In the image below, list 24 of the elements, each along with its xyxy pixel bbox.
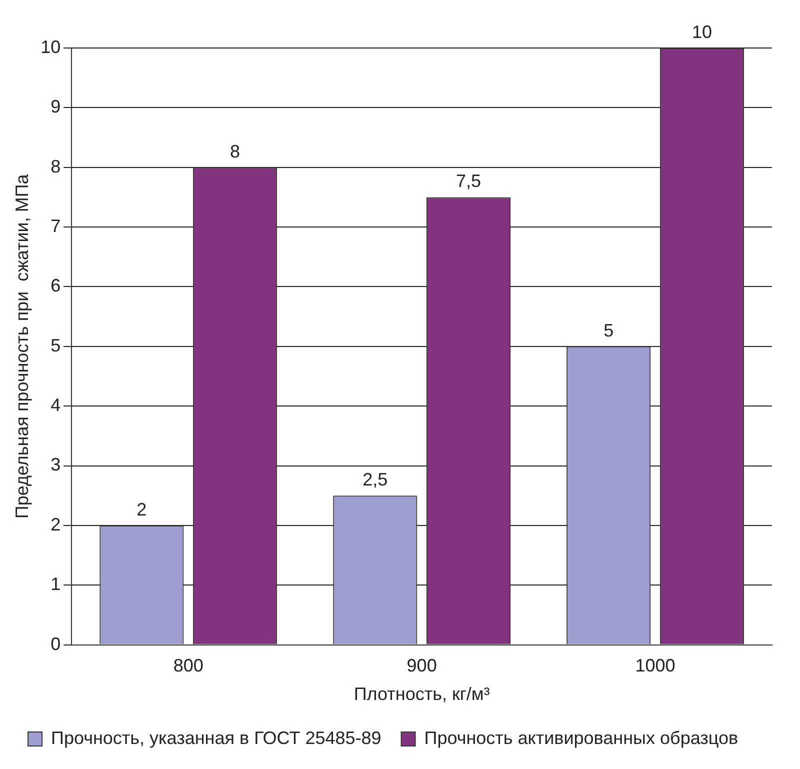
x-axis-title: Плотность, кг/м³ <box>354 684 490 704</box>
y-tick-label: 2 <box>50 514 61 534</box>
data-label: 2 <box>136 499 147 520</box>
y-tick-label: 3 <box>50 454 61 475</box>
legend-label: Прочность активированных образцов <box>424 728 738 748</box>
y-tick-label: 5 <box>50 335 61 356</box>
data-label: 10 <box>692 22 712 42</box>
y-tick-label: 4 <box>50 395 61 416</box>
legend-label: Прочность, указанная в ГОСТ 25485-89 <box>51 728 382 748</box>
y-axis-title: Предельная прочность при сжатии, МПа <box>12 173 32 519</box>
data-label: 2,5 <box>362 470 388 490</box>
y-tick-label: 9 <box>50 96 61 117</box>
data-label: 7,5 <box>456 171 482 192</box>
data-label: 5 <box>604 320 614 340</box>
data-label: 8 <box>230 141 240 162</box>
y-tick-label: 6 <box>50 276 61 296</box>
x-tick-label: 800 <box>173 656 204 676</box>
y-tick-label: 7 <box>50 216 61 236</box>
y-tick-label: 8 <box>50 156 61 176</box>
y-tick-label: 0 <box>50 634 61 654</box>
x-tick-label: 900 <box>406 656 437 676</box>
y-tick-label: 10 <box>40 36 61 57</box>
x-tick-label: 1000 <box>635 656 676 676</box>
y-tick-label: 1 <box>50 574 61 594</box>
